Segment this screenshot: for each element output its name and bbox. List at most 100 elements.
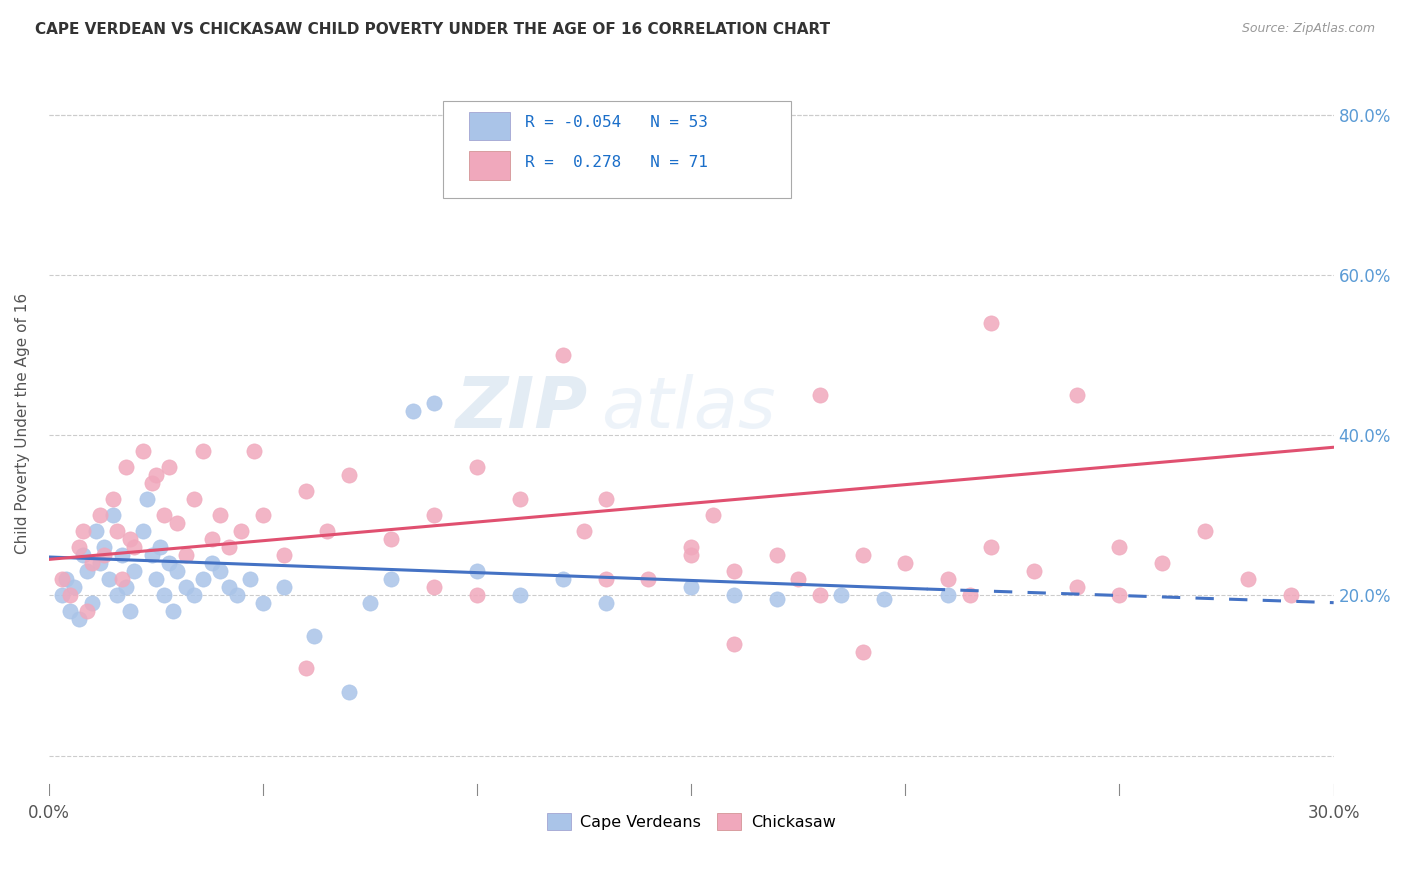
Point	[509, 589, 531, 603]
Point	[402, 404, 425, 418]
Point	[153, 589, 176, 603]
Point	[304, 628, 326, 642]
Point	[252, 597, 274, 611]
Point	[465, 565, 488, 579]
Point	[124, 565, 146, 579]
Point	[166, 565, 188, 579]
Point	[218, 541, 240, 555]
Point	[1194, 524, 1216, 539]
Point	[294, 484, 316, 499]
Point	[101, 492, 124, 507]
Point	[766, 592, 789, 607]
Point	[166, 516, 188, 531]
Point	[51, 589, 73, 603]
Point	[509, 492, 531, 507]
Point	[97, 573, 120, 587]
Point	[93, 541, 115, 555]
Point	[231, 524, 253, 539]
Point	[174, 581, 197, 595]
Point	[76, 605, 98, 619]
Point	[808, 388, 831, 402]
Point	[273, 549, 295, 563]
Point	[157, 557, 180, 571]
Point	[423, 508, 446, 523]
Point	[316, 524, 339, 539]
Point	[337, 684, 360, 698]
Point	[1279, 589, 1302, 603]
Point	[120, 533, 142, 547]
Point	[191, 573, 214, 587]
Point	[423, 581, 446, 595]
Point	[80, 557, 103, 571]
Point	[1066, 581, 1088, 595]
Point	[723, 636, 745, 650]
Point	[115, 581, 138, 595]
Text: Source: ZipAtlas.com: Source: ZipAtlas.com	[1241, 22, 1375, 36]
Point	[132, 444, 155, 458]
Y-axis label: Child Poverty Under the Age of 16: Child Poverty Under the Age of 16	[15, 293, 30, 554]
Point	[59, 589, 82, 603]
Point	[380, 573, 402, 587]
Point	[218, 581, 240, 595]
Point	[980, 541, 1002, 555]
Point	[936, 589, 959, 603]
Point	[873, 592, 896, 607]
Point	[120, 605, 142, 619]
Point	[830, 589, 852, 603]
Point	[105, 589, 128, 603]
Point	[252, 508, 274, 523]
Point	[1022, 565, 1045, 579]
Point	[959, 589, 981, 603]
Point	[595, 597, 617, 611]
Point	[149, 541, 172, 555]
Point	[766, 180, 789, 194]
Point	[551, 348, 574, 362]
Point	[681, 549, 703, 563]
Point	[183, 589, 205, 603]
FancyBboxPatch shape	[470, 152, 510, 179]
Point	[67, 612, 90, 626]
Point	[174, 549, 197, 563]
Point	[1108, 541, 1130, 555]
Point	[723, 589, 745, 603]
Point	[162, 605, 184, 619]
Point	[980, 316, 1002, 330]
Text: atlas: atlas	[602, 374, 776, 442]
Point	[89, 508, 111, 523]
Text: R =  0.278   N = 71: R = 0.278 N = 71	[526, 155, 709, 170]
Point	[1066, 388, 1088, 402]
Point	[105, 524, 128, 539]
Point	[226, 589, 249, 603]
Point	[200, 533, 222, 547]
Point	[55, 573, 77, 587]
Point	[141, 476, 163, 491]
Point	[89, 557, 111, 571]
Point	[157, 460, 180, 475]
Point	[72, 524, 94, 539]
Point	[243, 444, 266, 458]
Point	[132, 524, 155, 539]
Point	[1108, 589, 1130, 603]
Text: CAPE VERDEAN VS CHICKASAW CHILD POVERTY UNDER THE AGE OF 16 CORRELATION CHART: CAPE VERDEAN VS CHICKASAW CHILD POVERTY …	[35, 22, 831, 37]
Point	[141, 549, 163, 563]
Point	[465, 589, 488, 603]
Point	[766, 549, 789, 563]
Point	[183, 492, 205, 507]
Legend: Cape Verdeans, Chickasaw: Cape Verdeans, Chickasaw	[540, 807, 842, 836]
Point	[894, 557, 917, 571]
Point	[702, 508, 724, 523]
Point	[936, 573, 959, 587]
Point	[239, 573, 262, 587]
Point	[200, 557, 222, 571]
Point	[76, 565, 98, 579]
Point	[209, 565, 232, 579]
Point	[595, 573, 617, 587]
Point	[110, 549, 132, 563]
Point	[1237, 573, 1260, 587]
Text: ZIP: ZIP	[456, 374, 588, 442]
Point	[595, 492, 617, 507]
Point	[145, 468, 167, 483]
Point	[59, 605, 82, 619]
Point	[136, 492, 159, 507]
Point	[145, 573, 167, 587]
